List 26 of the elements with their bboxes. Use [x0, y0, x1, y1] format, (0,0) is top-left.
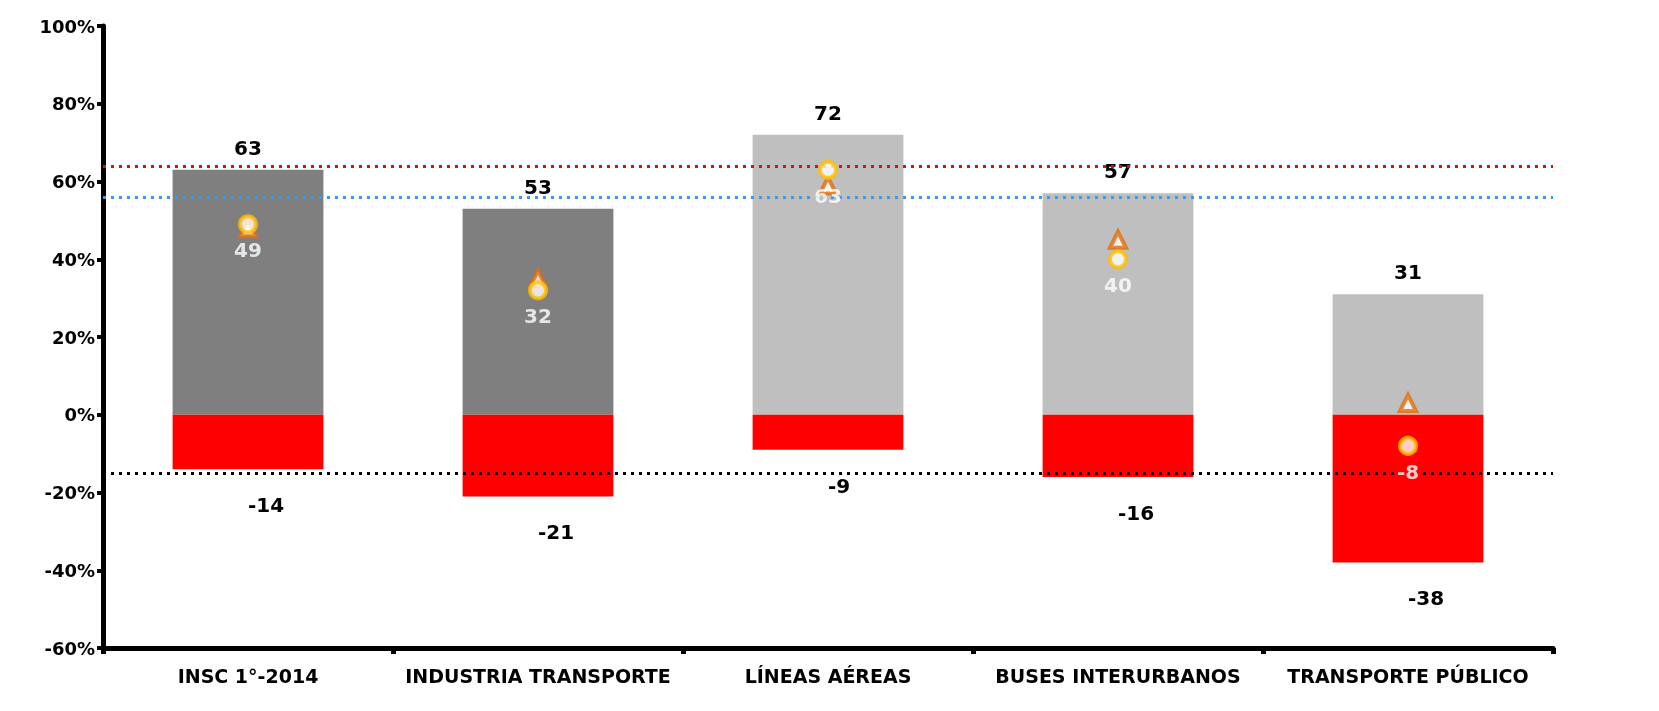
y-tick-label: -20%: [44, 482, 95, 503]
x-tick-label: BUSES INTERURBANOS: [995, 664, 1241, 687]
data-label: 63: [234, 135, 262, 160]
y-tick-label: 40%: [51, 248, 95, 270]
data-label: 49: [234, 238, 262, 263]
data-label: -14: [248, 493, 285, 518]
x-tick-label: INSC 1°-2014: [177, 664, 319, 687]
y-tick-label: -60%: [44, 637, 95, 659]
data-label: -38: [1408, 586, 1445, 611]
y-tick-label: 20%: [51, 326, 95, 348]
data-label: 31: [1394, 260, 1422, 285]
data-label: 53: [524, 174, 552, 199]
data-label: 72: [814, 100, 842, 125]
y-tick-label: 60%: [51, 171, 95, 192]
x-tick-label: TRANSPORTE PÚBLICO: [1287, 663, 1529, 687]
y-tick-label: 80%: [51, 93, 95, 115]
x-tick-label: LÍNEAS AÉREAS: [744, 664, 912, 687]
data-label: -21: [538, 520, 575, 545]
y-tick-label: 0%: [64, 404, 95, 426]
x-tick-label: INDUSTRIA TRANSPORTE: [405, 664, 671, 687]
y-tick-label: 100%: [39, 15, 95, 37]
data-label: 32: [524, 304, 552, 329]
data-label: -9: [828, 473, 851, 498]
y-tick-label: -40%: [44, 559, 95, 581]
data-label: -16: [1118, 500, 1155, 525]
data-label: -8: [1396, 459, 1420, 484]
